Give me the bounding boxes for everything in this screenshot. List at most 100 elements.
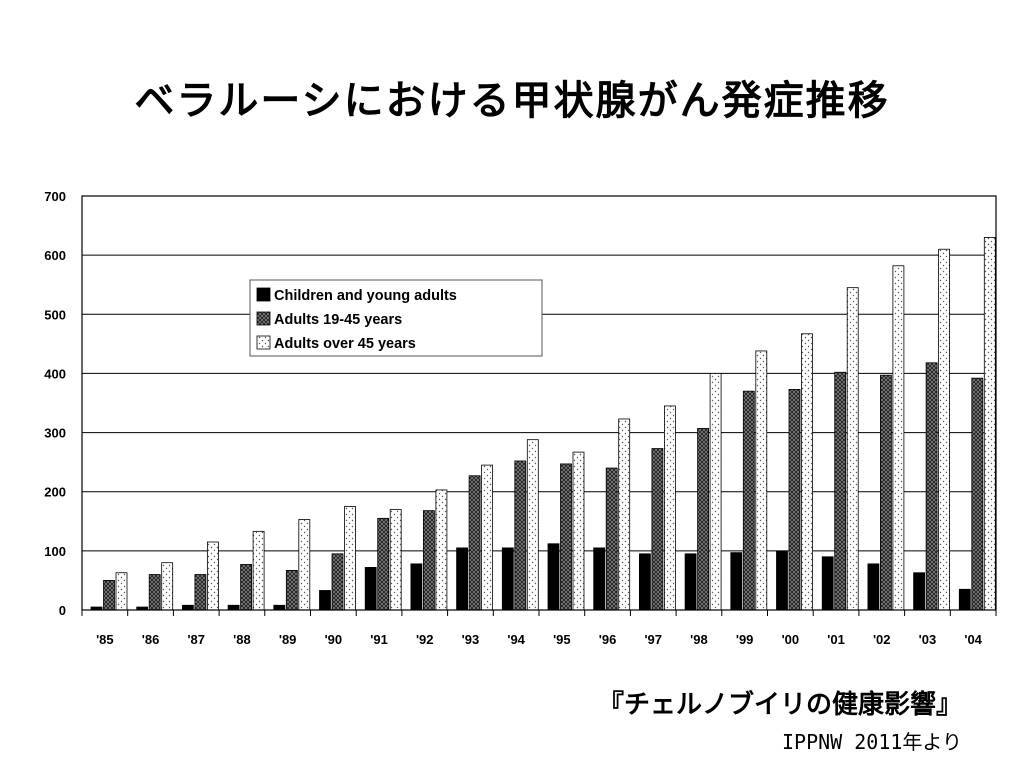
x-tick-label: '02: [873, 632, 891, 647]
bar-children: [547, 543, 560, 611]
bar-children: [181, 604, 194, 611]
bar-adults-19-45: [331, 553, 344, 611]
y-tick-label: 100: [44, 544, 66, 559]
bar-adults-19-45: [422, 510, 435, 611]
bar-adults-over-45: [206, 541, 219, 611]
source-attribution: IPPNW 2011年より: [781, 730, 962, 754]
x-tick-label: '93: [462, 632, 480, 647]
x-tick-label: '96: [599, 632, 617, 647]
bar-adults-19-45: [377, 517, 390, 611]
bar-adults-19-45: [514, 460, 527, 611]
bar-adults-over-45: [938, 248, 950, 611]
legend-swatch: [256, 335, 271, 350]
bar-children: [593, 547, 606, 611]
y-tick-label: 300: [44, 426, 66, 441]
bar-adults-19-45: [194, 574, 207, 611]
x-tick-label: '97: [644, 632, 662, 647]
legend-label: Children and young adults: [274, 288, 457, 304]
bar-adults-19-45: [651, 448, 664, 611]
bar-adults-19-45: [925, 362, 938, 611]
y-tick-label: 0: [59, 603, 66, 618]
bar-adults-19-45: [285, 569, 298, 611]
bar-children: [501, 547, 514, 611]
bar-adults-over-45: [709, 373, 722, 611]
x-tick-label: '85: [96, 632, 114, 647]
legend-box: [249, 279, 543, 357]
y-tick-label: 600: [44, 248, 66, 263]
bar-adults-over-45: [161, 562, 174, 611]
x-tick-label: '89: [279, 632, 297, 647]
bar-adults-over-45: [664, 405, 676, 611]
x-tick-label: '88: [233, 632, 251, 647]
y-tick-label: 400: [44, 366, 66, 381]
bar-adults-over-45: [435, 489, 448, 611]
bar-children: [456, 547, 469, 611]
x-tick-label: '99: [736, 632, 754, 647]
bar-children: [227, 604, 240, 611]
bar-children: [958, 588, 971, 611]
y-tick-label: 200: [44, 485, 66, 500]
bar-adults-over-45: [298, 519, 311, 611]
bar-adults-over-45: [252, 530, 265, 611]
bar-children: [913, 572, 925, 611]
bar-children: [867, 563, 880, 611]
bar-children: [639, 553, 651, 611]
bar-adults-19-45: [468, 475, 481, 611]
bar-adults-over-45: [892, 265, 905, 611]
bar-adults-over-45: [526, 439, 539, 611]
legend-swatch: [256, 311, 271, 326]
y-tick-label: 700: [44, 189, 66, 204]
bar-children: [730, 552, 743, 611]
bar-children: [364, 567, 377, 611]
x-tick-label: '04: [964, 632, 982, 647]
gridlines: [82, 195, 996, 611]
bar-children: [273, 604, 286, 611]
legend-label: Adults 19-45 years: [274, 312, 402, 328]
bar-adults-over-45: [618, 418, 631, 611]
plot-frame: [81, 195, 997, 611]
x-tick-label: '91: [370, 632, 388, 647]
y-tick-label: 500: [44, 307, 66, 322]
bar-adults-over-45: [983, 236, 996, 611]
x-tick-label: '98: [690, 632, 708, 647]
bar-adults-19-45: [742, 390, 755, 611]
legend-swatch: [256, 287, 271, 302]
bar-adults-over-45: [801, 333, 813, 611]
x-tick-label: '94: [507, 632, 525, 647]
source-book-title: 『チェルノブイリの健康影響』: [597, 690, 962, 720]
bar-adults-19-45: [103, 580, 115, 611]
bar-adults-19-45: [240, 564, 253, 611]
bar-children: [821, 556, 834, 611]
legend-label: Adults over 45 years: [274, 336, 416, 352]
bar-adults-19-45: [788, 388, 801, 611]
x-tick-label: '03: [919, 632, 937, 647]
bar-adults-over-45: [344, 506, 356, 611]
x-tick-label: '86: [142, 632, 160, 647]
bar-adults-19-45: [560, 463, 572, 611]
legend: Children and young adults Adults 19-45 ye…: [249, 279, 543, 357]
bar-adults-over-45: [755, 350, 768, 611]
bars: [90, 236, 996, 611]
bar-children: [684, 553, 697, 611]
x-tick-label: '87: [187, 632, 205, 647]
bar-adults-over-45: [389, 509, 402, 611]
bar-adults-19-45: [605, 467, 618, 611]
bar-adults-19-45: [697, 428, 709, 611]
bar-children: [776, 550, 788, 611]
bar-adults-over-45: [115, 572, 128, 611]
bar-adults-over-45: [572, 451, 585, 611]
bar-adults-19-45: [834, 371, 847, 611]
x-tick-label: '95: [553, 632, 571, 647]
bar-children: [410, 563, 423, 611]
x-tick-label: '01: [827, 632, 845, 647]
axes: 0 100 200 300 400 500 600 700 '85 '86 '87 '88 '89 '90…: [44, 189, 997, 647]
bar-adults-19-45: [880, 374, 892, 611]
x-tick-label: '92: [416, 632, 434, 647]
bar-children: [319, 590, 331, 611]
bar-adults-over-45: [846, 287, 859, 611]
x-tick-label: '90: [325, 632, 343, 647]
slide-title: ベラルーシにおける甲状腺がん発症推移: [134, 78, 890, 124]
bar-adults-over-45: [481, 464, 494, 611]
x-tick-label: '00: [782, 632, 800, 647]
